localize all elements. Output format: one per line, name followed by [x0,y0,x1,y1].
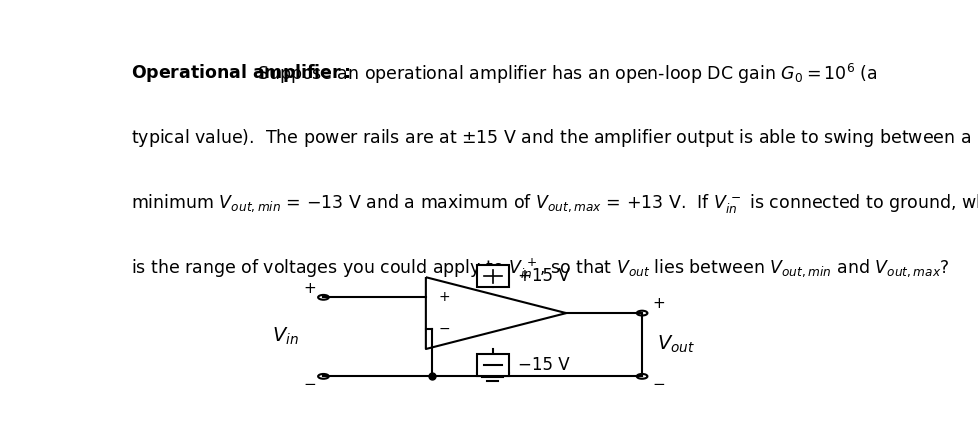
Text: +15 V: +15 V [517,267,569,285]
Text: +: + [438,290,450,304]
Text: +: + [652,297,665,311]
Text: Suppose an operational amplifier has an open-loop DC gain $G_0 = 10^6$ (a: Suppose an operational amplifier has an … [257,62,877,86]
Text: $V_{in}$: $V_{in}$ [272,326,298,348]
Text: −15 V: −15 V [517,356,569,374]
Text: $V_{out}$: $V_{out}$ [656,334,694,355]
Text: −: − [303,377,316,392]
Text: −: − [438,322,450,336]
Text: typical value).  The power rails are at $\pm$15 V and the amplifier output is ab: typical value). The power rails are at $… [131,127,970,149]
Text: +: + [303,281,316,296]
Text: $\mathbf{Operational\ amplifier:}$: $\mathbf{Operational\ amplifier:}$ [131,62,351,84]
Text: is the range of voltages you could apply to $V^{\,+}_{in}$, so that $V_{out}$ li: is the range of voltages you could apply… [131,257,950,281]
Text: −: − [652,377,665,392]
Bar [476,265,508,287]
Bar [476,354,508,377]
Text: minimum $V_{out,min}$ = $-$13 V and a maximum of $V_{out,max}$ = +13 V.  If $V^{: minimum $V_{out,min}$ = $-$13 V and a ma… [131,192,978,215]
